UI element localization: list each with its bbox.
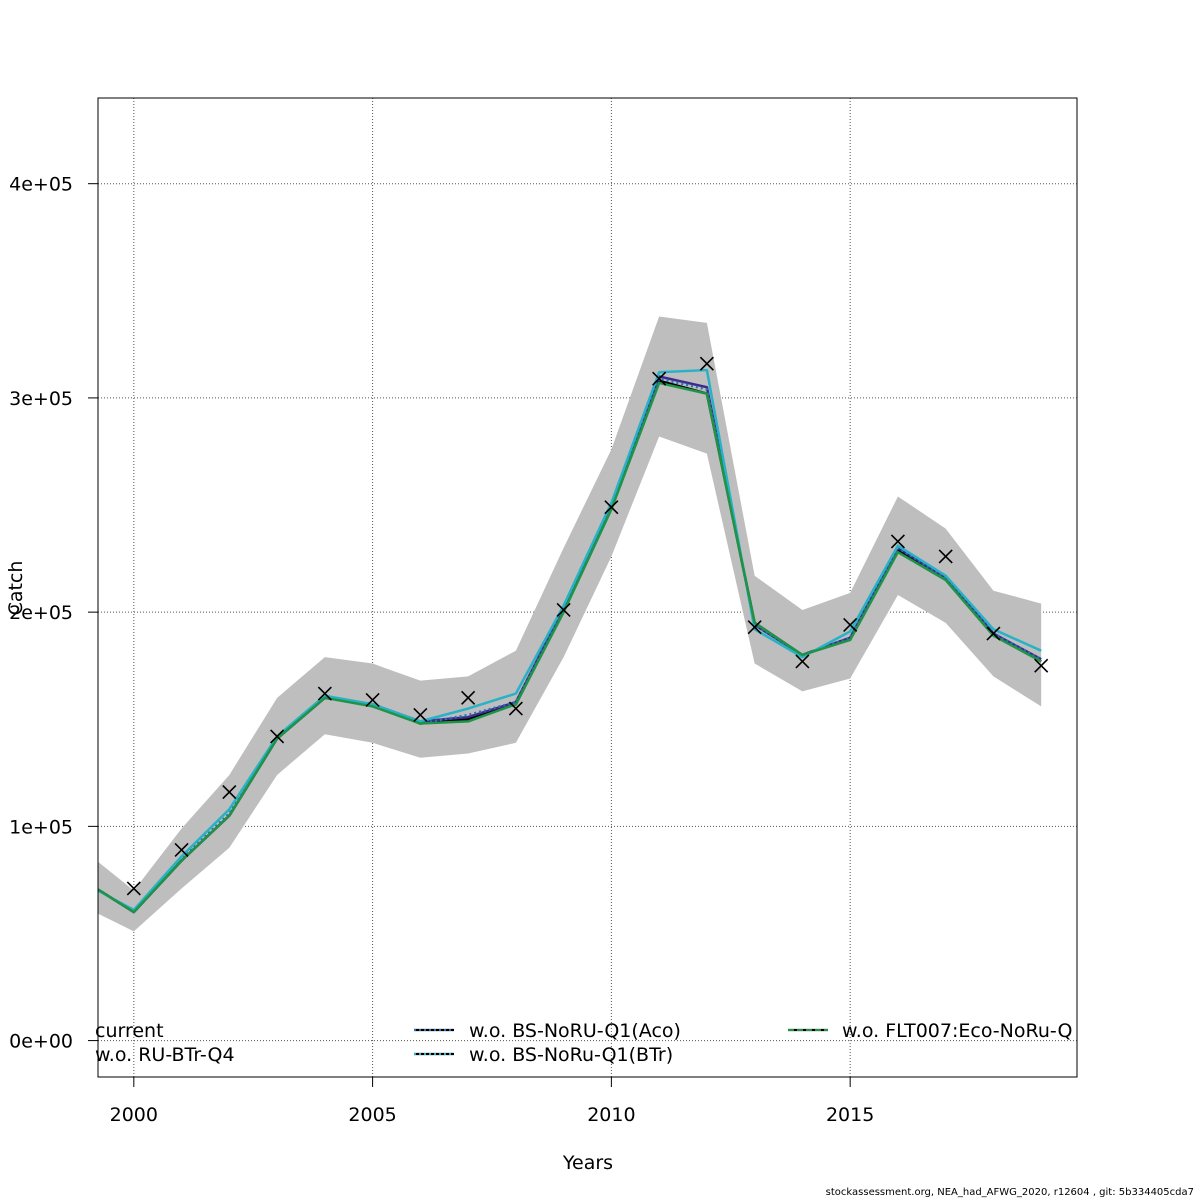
observation-point — [986, 626, 1001, 641]
observation-point — [317, 686, 332, 701]
confidence-band — [98, 316, 1042, 932]
legend-label-ru-btr-q4: w.o. RU-BTr-Q4 — [95, 1044, 235, 1066]
observation-point — [747, 620, 762, 635]
observation-point — [556, 602, 571, 618]
y-axis-label: Catch — [5, 561, 27, 616]
observation-point — [890, 534, 905, 549]
series-line-3 — [98, 368, 1042, 912]
legend: current w.o. RU-BTr-Q4 w.o. BS-NoRU-Q1(A… — [95, 1020, 1072, 1066]
legend-label-bs-noru-q1-aco: w.o. BS-NoRU-Q1(Aco) — [469, 1020, 681, 1042]
x-tick-label: 2000 — [110, 1104, 158, 1126]
y-tick-label: 4e+05 — [9, 174, 73, 196]
observation-point — [699, 356, 714, 371]
grid-lines — [98, 98, 1077, 1077]
observation-point — [461, 690, 476, 705]
legend-label-flt007: w.o. FLT007:Eco-NoRu-Q — [842, 1020, 1072, 1042]
observation-point — [795, 654, 810, 669]
observation-point — [1034, 658, 1049, 673]
observation-point — [652, 371, 667, 386]
legend-label-bs-noru-q1-btr: w.o. BS-NoRu-Q1(BTr) — [469, 1044, 673, 1066]
observation-point — [413, 707, 428, 723]
y-tick-label: 3e+05 — [9, 388, 73, 410]
observation-point — [604, 500, 619, 515]
observation-point — [174, 842, 189, 857]
observation-point — [365, 692, 380, 708]
observation-point — [222, 785, 237, 800]
y-tick-label: 2e+05 — [9, 602, 73, 624]
y-tick-label: 0e+00 — [9, 1031, 73, 1053]
x-tick-label: 2005 — [348, 1104, 396, 1126]
x-tick-label: 2010 — [587, 1104, 635, 1126]
observation-point — [126, 881, 141, 896]
y-tick-label: 1e+05 — [9, 816, 73, 838]
x-tick-label: 2015 — [826, 1104, 874, 1126]
observation-point — [938, 549, 953, 564]
plot-frame — [97, 97, 1078, 1078]
axes: 2000 2005 2010 2015 0e+00 1e+05 2e+05 3e+05 4e+0… — [9, 174, 874, 1126]
observation-point — [508, 701, 523, 716]
observation-point — [843, 617, 858, 633]
footer-credit: stockassessment.org, NEA_had_AFWG_2020, … — [825, 1187, 1194, 1198]
series-line-4 — [98, 381, 1042, 914]
x-axis-label: Years — [562, 1152, 613, 1174]
observation-point — [270, 729, 285, 744]
legend-label-current: current — [95, 1020, 164, 1042]
